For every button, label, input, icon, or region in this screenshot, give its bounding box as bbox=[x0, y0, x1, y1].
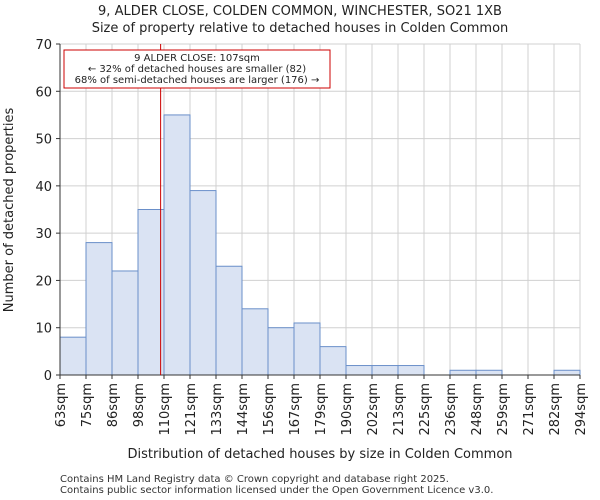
x-tick-label: 75sqm bbox=[80, 383, 95, 427]
bar bbox=[371, 365, 399, 376]
x-tick-label: 202sqm bbox=[366, 383, 381, 436]
x-tick-label: 213sqm bbox=[392, 383, 407, 436]
chart-subtitle: Size of property relative to detached ho… bbox=[91, 21, 509, 36]
x-tick-label: 63sqm bbox=[54, 383, 69, 427]
y-tick-label: 50 bbox=[35, 133, 52, 148]
x-tick-label: 236sqm bbox=[444, 383, 459, 436]
footer-licence: Contains public sector information licen… bbox=[60, 485, 494, 496]
bar bbox=[215, 265, 243, 376]
x-tick-label: 225sqm bbox=[418, 383, 433, 436]
y-tick-label: 30 bbox=[35, 227, 52, 242]
x-axis-label: Distribution of detached houses by size … bbox=[127, 447, 512, 462]
y-tick-label: 10 bbox=[35, 322, 52, 337]
y-tick-label: 0 bbox=[44, 369, 52, 384]
bar bbox=[163, 114, 191, 376]
bar bbox=[449, 369, 477, 376]
x-tick-label: 259sqm bbox=[496, 383, 511, 436]
bar bbox=[475, 369, 503, 376]
axes: 0 10 20 30 40 50 60 70 63sqm 75sqm 86sqm 98sqm 110sq… bbox=[35, 38, 589, 436]
y-tick-label: 60 bbox=[35, 85, 52, 100]
bar bbox=[293, 322, 321, 376]
grid-lines bbox=[59, 43, 581, 376]
marker: 9 ALDER CLOSE: 107sqm← 32% of detached h… bbox=[63, 44, 331, 375]
y-axis-label: Number of detached properties bbox=[2, 108, 17, 313]
bar bbox=[267, 327, 295, 376]
footer-copyright: Contains HM Land Registry data © Crown c… bbox=[60, 474, 449, 485]
x-tick-label: 86sqm bbox=[106, 383, 121, 427]
bar bbox=[137, 209, 165, 376]
y-tick-label: 20 bbox=[35, 274, 52, 289]
annotation-text: 9 ALDER CLOSE: 107sqm bbox=[134, 53, 260, 64]
annotation-box bbox=[63, 49, 331, 89]
bar bbox=[59, 336, 87, 376]
x-tick-label: 282sqm bbox=[548, 383, 563, 436]
bar bbox=[189, 190, 217, 376]
bar bbox=[397, 365, 425, 376]
bar bbox=[241, 308, 269, 376]
x-tick-label: 271sqm bbox=[522, 383, 537, 436]
annotation-text: 68% of semi-detached houses are larger (… bbox=[75, 75, 320, 86]
bar bbox=[111, 270, 139, 376]
x-tick-label: 144sqm bbox=[236, 383, 251, 436]
bar bbox=[345, 365, 373, 376]
x-tick-label: 294sqm bbox=[574, 383, 589, 436]
x-tick-label: 190sqm bbox=[340, 383, 355, 436]
x-tick-label: 167sqm bbox=[288, 383, 303, 436]
x-tick-label: 98sqm bbox=[132, 383, 147, 427]
bar bbox=[85, 242, 113, 376]
x-tick-label: 156sqm bbox=[262, 383, 277, 436]
bar bbox=[319, 346, 347, 376]
y-tick-label: 40 bbox=[35, 180, 52, 195]
x-tick-label: 133sqm bbox=[210, 383, 225, 436]
chart-title: 9, ALDER CLOSE, COLDEN COMMON, WINCHESTE… bbox=[98, 4, 502, 19]
bars bbox=[59, 114, 581, 376]
annotation-text: ← 32% of detached houses are smaller (82… bbox=[88, 64, 306, 75]
x-tick-label: 179sqm bbox=[314, 383, 329, 436]
bar bbox=[553, 369, 581, 376]
x-tick-label: 110sqm bbox=[158, 383, 173, 436]
x-tick-label: 248sqm bbox=[470, 383, 485, 436]
y-tick-label: 70 bbox=[35, 38, 52, 53]
x-tick-label: 121sqm bbox=[184, 383, 199, 436]
